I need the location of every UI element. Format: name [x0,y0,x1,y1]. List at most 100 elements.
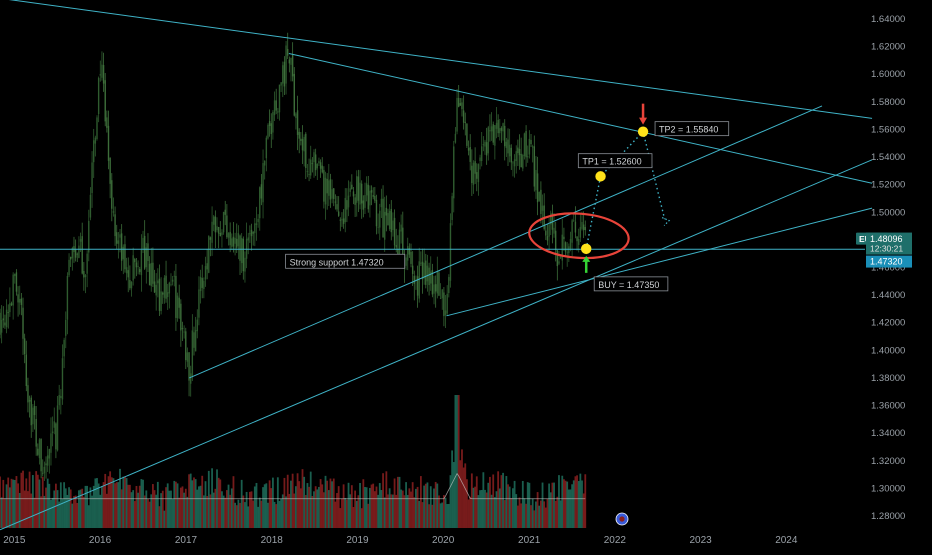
volume-bar [104,473,107,528]
candle-body [186,352,189,362]
candle-body [451,196,453,220]
volume-bar [462,467,465,528]
candle-body [390,208,392,233]
volume-bar [230,488,233,528]
volume-bar [490,494,493,528]
volume-bar [87,505,90,528]
candle-body [559,257,562,259]
candle-body [553,227,555,234]
volume-bar [521,480,524,528]
candle-body [375,199,378,227]
trendline-upper-resistance [8,0,873,119]
candle-body [265,137,268,159]
volume-bar [567,489,570,528]
candle-body [443,292,445,317]
volume-bar [137,492,139,528]
volume-bar [393,478,396,528]
volume-moving-average [0,472,586,500]
volume-bar [577,481,580,528]
volume-bar [13,479,16,528]
candle-body [448,277,450,294]
candle-body [25,354,28,387]
volume-bar [584,474,587,528]
candle-body [438,272,440,296]
volume-bar [173,480,176,528]
candle-body [10,303,13,306]
candle-body [173,275,175,277]
volume-bar [275,504,278,528]
volume-bar [89,487,92,528]
candle-body [239,235,241,261]
candle-body [356,176,358,203]
candle-body [17,294,19,303]
volume-bar [444,497,447,528]
candle-body [446,293,448,314]
candle-body [42,472,44,474]
candle-body [273,100,276,116]
candle-body [259,187,261,219]
candle-body [487,127,489,154]
volume-bar [365,487,368,528]
volume-bar [569,489,572,528]
x-tick-label: 2020 [432,535,455,546]
volume-bar [538,505,541,528]
volume-bar [107,476,110,528]
candle-body [407,246,409,261]
volume-bar [581,480,583,528]
candle-body [530,139,532,145]
candle-body [86,253,88,274]
volume-bar [258,497,261,528]
volume-bar [101,486,103,528]
candle-body [397,249,399,257]
volume-bar [324,475,327,528]
candle-body [88,220,90,253]
volume-bar [415,488,417,528]
volume-bar [408,488,411,528]
volume-bar [250,491,253,528]
time-scale[interactable]: 2015 2016 2017 2018 2019 2020 2021 2022 2023 2024 [3,535,798,546]
candle-body [535,170,537,191]
volume-bar [513,480,516,528]
volume-bar [138,485,141,528]
candle-body [198,289,200,318]
volume-bar [403,495,406,528]
volume-bar [229,494,232,528]
volume-bar [543,501,546,528]
volume-bar [63,482,66,528]
volume-bar [280,498,283,528]
candle-body [180,303,182,331]
candle-body [175,275,177,318]
volume-bar [392,494,394,528]
volume-bar [285,496,287,528]
candle-body [9,303,11,313]
candle-body [536,173,539,203]
candle-body [573,220,575,222]
candle-body [171,279,174,282]
volume-bar [559,500,562,528]
volume-bar [449,475,452,528]
volume-bar [81,488,84,528]
volume-bar [255,482,258,528]
volume-bar [383,497,386,528]
candle-body [14,273,16,277]
volume-bar [303,476,306,528]
volume-bar [168,490,171,528]
volume-bar [51,497,54,528]
candle-body [206,263,208,270]
candle-body [107,125,110,161]
volume-bar [170,490,172,528]
volume-bar [457,395,460,528]
y-tick-label: 1.46000 [871,263,905,274]
candle-body [337,211,340,216]
candle-body [45,463,47,466]
candle-body [328,180,330,196]
candle-body [222,211,225,233]
price-scale[interactable]: 1.64000 1.62000 1.60000 1.58000 1.56000 1.540… [871,14,905,522]
volume-bar [350,485,353,528]
candle-body [145,247,148,268]
volume-bar [48,483,51,528]
volume-bar [375,486,378,528]
candle-body [569,238,572,249]
candle-body [400,224,402,232]
